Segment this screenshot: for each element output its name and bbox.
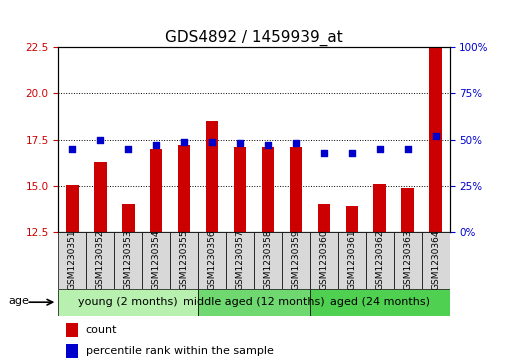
Text: GSM1230360: GSM1230360	[320, 229, 328, 290]
Point	[403, 146, 411, 152]
Text: percentile rank within the sample: percentile rank within the sample	[86, 346, 274, 356]
Text: GSM1230353: GSM1230353	[124, 229, 133, 290]
Text: GSM1230364: GSM1230364	[431, 229, 440, 290]
Point	[375, 146, 384, 152]
Bar	[282, 232, 310, 289]
Bar	[58, 289, 198, 316]
Point	[152, 142, 160, 148]
Bar	[58, 232, 86, 289]
Bar	[94, 162, 107, 232]
Text: aged (24 months): aged (24 months)	[330, 297, 430, 307]
Bar	[206, 121, 218, 232]
Point	[208, 139, 216, 144]
Bar	[66, 323, 78, 337]
Bar	[142, 232, 170, 289]
Text: GSM1230363: GSM1230363	[403, 229, 412, 290]
Text: GSM1230356: GSM1230356	[208, 229, 216, 290]
Bar	[198, 289, 310, 316]
Text: age: age	[9, 296, 29, 306]
Text: GSM1230362: GSM1230362	[375, 229, 384, 290]
Bar	[401, 188, 414, 232]
Text: GSM1230361: GSM1230361	[347, 229, 356, 290]
Text: GSM1230352: GSM1230352	[96, 229, 105, 290]
Bar	[114, 232, 142, 289]
Point	[292, 140, 300, 146]
Bar	[345, 207, 358, 232]
Text: GSM1230359: GSM1230359	[292, 229, 300, 290]
Bar	[178, 145, 190, 232]
Bar	[234, 147, 246, 232]
Bar	[150, 149, 163, 232]
Bar	[66, 185, 79, 232]
Bar	[66, 344, 78, 358]
Title: GDS4892 / 1459939_at: GDS4892 / 1459939_at	[165, 30, 343, 46]
Bar	[366, 232, 394, 289]
Bar	[290, 147, 302, 232]
Bar	[310, 232, 338, 289]
Text: GSM1230354: GSM1230354	[152, 229, 161, 290]
Bar	[226, 232, 254, 289]
Point	[264, 142, 272, 148]
Bar	[338, 232, 366, 289]
Bar	[122, 204, 135, 232]
Bar	[318, 204, 330, 232]
Point	[320, 150, 328, 156]
Text: young (2 months): young (2 months)	[78, 297, 178, 307]
Point	[124, 146, 132, 152]
Point	[180, 139, 188, 144]
Bar	[310, 289, 450, 316]
Point	[236, 140, 244, 146]
Text: middle aged (12 months): middle aged (12 months)	[183, 297, 325, 307]
Text: GSM1230351: GSM1230351	[68, 229, 77, 290]
Bar	[394, 232, 422, 289]
Bar	[262, 147, 274, 232]
Bar	[254, 232, 282, 289]
Bar	[86, 232, 114, 289]
Bar	[373, 184, 386, 232]
Point	[68, 146, 76, 152]
Bar	[422, 232, 450, 289]
Bar	[429, 47, 442, 232]
Point	[347, 150, 356, 156]
Point	[431, 133, 439, 139]
Point	[96, 137, 104, 143]
Text: GSM1230357: GSM1230357	[236, 229, 244, 290]
Text: count: count	[86, 325, 117, 335]
Text: GSM1230358: GSM1230358	[264, 229, 272, 290]
Bar	[170, 232, 198, 289]
Text: GSM1230355: GSM1230355	[180, 229, 188, 290]
Bar	[198, 232, 226, 289]
